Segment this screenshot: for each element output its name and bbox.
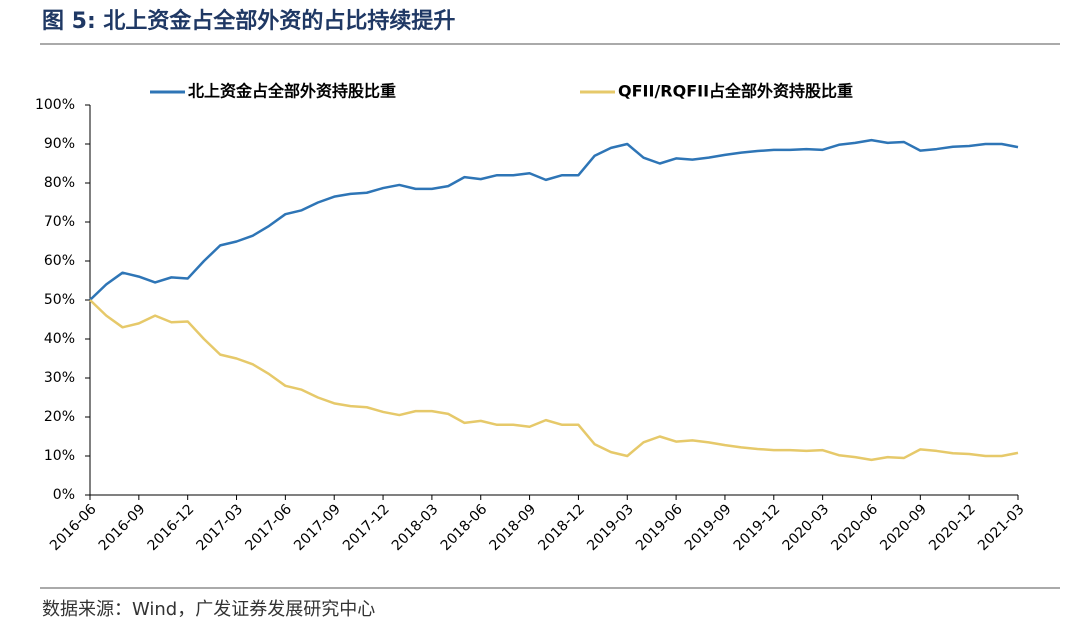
series-line bbox=[89, 299, 1019, 462]
x-tick-label: 2018-09 bbox=[487, 501, 540, 554]
y-tick-label: 0% bbox=[53, 487, 75, 503]
y-tick-label: 70% bbox=[44, 214, 75, 230]
x-tick-label: 2017-09 bbox=[291, 501, 344, 554]
y-tick-label: 40% bbox=[44, 331, 75, 347]
y-tick-label: 90% bbox=[44, 136, 75, 152]
x-tick-label: 2016-06 bbox=[47, 501, 100, 554]
x-tick-label: 2021-03 bbox=[975, 501, 1028, 554]
x-tick-label: 2020-09 bbox=[877, 501, 930, 554]
x-tick-label: 2018-12 bbox=[535, 501, 588, 554]
legend-label: 北上资金占全部外资持股比重 bbox=[188, 82, 396, 101]
x-tick-label: 2019-03 bbox=[584, 501, 637, 554]
y-tick-label: 20% bbox=[44, 409, 75, 425]
x-tick-label: 2020-12 bbox=[926, 501, 979, 554]
x-tick-label: 2019-06 bbox=[633, 501, 686, 554]
chart-title: 图 5: 北上资金占全部外资的占比持续提升 bbox=[42, 8, 455, 34]
x-tick-label: 2020-06 bbox=[828, 501, 881, 554]
source: 数据来源：Wind，广发证券发展研究中心 bbox=[42, 599, 375, 620]
x-tick-label: 2020-03 bbox=[780, 501, 833, 554]
legend-label: QFII/RQFII占全部外资持股比重 bbox=[618, 82, 853, 101]
y-tick-label: 60% bbox=[44, 253, 75, 269]
y-tick-label: 100% bbox=[35, 97, 75, 113]
x-tick-label: 2017-12 bbox=[340, 501, 393, 554]
x-tick-label: 2019-09 bbox=[682, 501, 735, 554]
x-tick-label: 2017-03 bbox=[194, 501, 247, 554]
x-tick-label: 2016-12 bbox=[145, 501, 198, 554]
y-tick-label: 50% bbox=[44, 292, 75, 308]
y-tick-label: 80% bbox=[44, 175, 75, 191]
y-tick-label: 30% bbox=[44, 370, 75, 386]
x-tick-label: 2018-06 bbox=[438, 501, 491, 554]
x-tick-label: 2019-12 bbox=[731, 501, 784, 554]
x-tick-label: 2016-09 bbox=[96, 501, 149, 554]
y-tick-label: 10% bbox=[44, 448, 75, 464]
x-tick-label: 2018-03 bbox=[389, 501, 442, 554]
series-line bbox=[89, 138, 1019, 301]
x-tick-label: 2017-06 bbox=[242, 501, 295, 554]
